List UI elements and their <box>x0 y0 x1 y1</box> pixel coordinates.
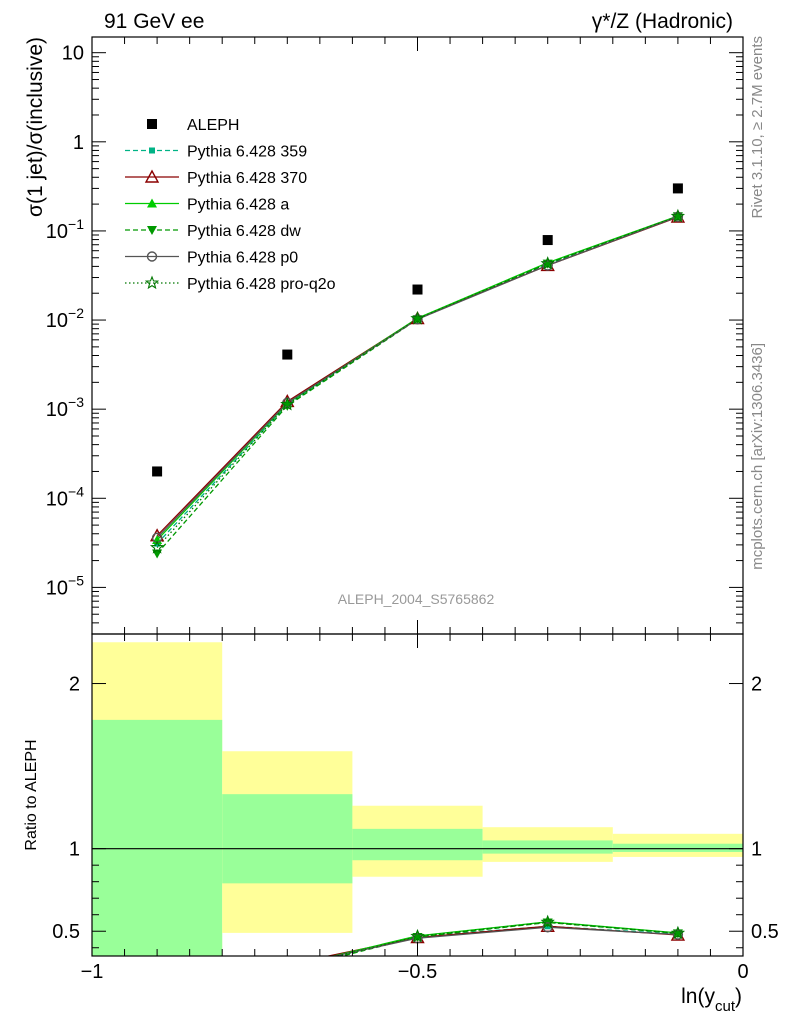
ratio-band-inner-3 <box>482 840 613 854</box>
ratio-y-axis-label: Ratio to ALEPH <box>23 739 40 850</box>
main-ytick-label: 1 <box>73 132 84 154</box>
mcplots-label: mcplots.cern.ch [arXiv:1306.3436] <box>749 343 766 570</box>
main-point-pythia-6-428-p0-4 <box>672 211 684 223</box>
ratio-point-pythia-6-428-pro-q2o-4 <box>670 925 686 940</box>
main-point-pythia-6-428-pro-q2o-3 <box>540 256 555 270</box>
ratio-point-pythia-6-428-359-1 <box>284 966 290 972</box>
legend: ALEPH Pythia 6.428 359 Pythia 6.428 370 Pyt… <box>125 117 336 293</box>
main-point-aleph-3 <box>542 235 553 246</box>
ratio-point-pythia-6-428-pro-q2o-3 <box>540 914 555 929</box>
x-axis-label: ln(ycut) <box>681 985 742 1015</box>
x-tick-label: 0 <box>737 961 748 983</box>
main-ytick-label: 10−3 <box>46 394 84 421</box>
main-point-pythia-6-428-p0-2 <box>412 314 423 325</box>
legend-label-pythia-6-428-a: Pythia 6.428 a <box>187 197 289 214</box>
legend-marker-pythia-6-428-p0 <box>146 251 158 262</box>
ratio-ytick-label-left: 0.5 <box>52 921 80 943</box>
legend-label-pythia-6-428-359: Pythia 6.428 359 <box>187 144 307 161</box>
main-point-pythia-6-428-pro-q2o-4 <box>670 208 686 223</box>
main-point-aleph-1 <box>282 349 293 360</box>
main-ytick-label: 10−2 <box>46 305 84 332</box>
header-left: 91 GeV ee <box>104 10 204 33</box>
main-point-pythia-6-428-p0-3 <box>542 260 553 271</box>
ratio-ytick-label-right: 1 <box>751 839 762 861</box>
ratio-panel: 0.5 0.5 1 1 2 2 −1 −0.5 0 Ratio to ALEPH ln(ycut… <box>23 633 779 1015</box>
ratio-ytick-label-right: 2 <box>751 674 762 696</box>
ratio-point-pythia-6-428-a-0 <box>152 981 162 990</box>
main-point-aleph-2 <box>412 284 423 295</box>
legend-marker-pythia-6-428-pro-q2o <box>144 275 160 290</box>
legend-label-aleph: ALEPH <box>187 117 239 134</box>
legend-marker-pythia-6-428-dw <box>147 226 157 235</box>
main-point-aleph-4 <box>672 183 683 194</box>
legend-label-pythia-6-428-370: Pythia 6.428 370 <box>187 170 307 187</box>
rivet-label: Rivet 3.1.10, ≥ 2.7M events <box>749 36 766 219</box>
main-ytick-label: 10−4 <box>46 483 84 510</box>
header-right: γ*/Z (Hadronic) <box>592 10 733 33</box>
legend-marker-pythia-6-428-a <box>147 198 157 208</box>
ratio-point-pythia-6-428-dw-2 <box>412 933 423 943</box>
ratio-band-inner-4 <box>612 843 743 852</box>
ratio-point-pythia-6-428-dw-0 <box>152 990 162 999</box>
x-axis-label-close: ) <box>735 985 742 1008</box>
ratio-point-pythia-6-428-p0-4 <box>672 929 684 940</box>
x-tick-label: −0.5 <box>398 961 437 983</box>
legend-label-pythia-6-428-dw: Pythia 6.428 dw <box>187 223 301 240</box>
main-point-pythia-6-428-dw-1 <box>282 401 293 411</box>
ratio-point-pythia-6-428-p0-1 <box>283 962 292 971</box>
ratio-point-pythia-6-428-p0-0 <box>153 980 162 989</box>
ratio-band-inner-0 <box>92 719 223 956</box>
legend-label-pythia-6-428-p0: Pythia 6.428 p0 <box>187 250 298 267</box>
ratio-band-inner-2 <box>352 828 483 861</box>
main-point-pythia-6-428-pro-q2o-2 <box>410 311 425 325</box>
x-axis-label-sub: cut <box>715 998 736 1015</box>
legend-marker-aleph <box>147 119 157 129</box>
ratio-point-pythia-6-428-dw-1 <box>282 966 292 975</box>
ratio-point-pythia-6-428-pro-q2o-0 <box>151 985 162 996</box>
x-tick-label: −1 <box>81 961 104 983</box>
main-plot-area <box>92 37 743 634</box>
ratio-point-pythia-6-428-p0-3 <box>542 922 553 933</box>
ratio-line-pythia-6-428-pro-q2o <box>334 921 678 956</box>
ratio-point-pythia-6-428-pro-q2o-1 <box>282 962 293 973</box>
ratio-point-pythia-6-428-370-0 <box>151 976 163 987</box>
ratio-point-pythia-6-428-359-0 <box>154 985 160 991</box>
ratio-point-pythia-6-428-370-1 <box>281 959 293 970</box>
ratio-ytick-label-right: 0.5 <box>751 921 779 943</box>
ratio-ytick-label-left: 2 <box>69 674 80 696</box>
ratio-point-pythia-6-428-a-1 <box>282 962 292 971</box>
main-point-pythia-6-428-pro-q2o-0 <box>149 540 165 554</box>
ratio-ytick-label-left: 1 <box>69 839 80 861</box>
ratio-band-inner-1 <box>222 794 353 884</box>
main-ytick-label: 10−5 <box>46 572 84 599</box>
legend-marker-pythia-6-428-370 <box>144 169 160 183</box>
ratio-point-pythia-6-428-pro-q2o-2 <box>410 928 425 943</box>
watermark: ALEPH_2004_S5765862 <box>338 591 495 607</box>
main-point-pythia-6-428-dw-2 <box>412 315 423 325</box>
x-axis-label-main: ln(y <box>681 985 715 1008</box>
main-y-axis-label: σ(1 jet)/σ(inclusive) <box>24 37 47 217</box>
main-panel: 10−5 10−4 10−3 10−2 10−1 1 10 ALEPH_2004_S5765… <box>24 36 744 635</box>
main-ytick-label: 10−1 <box>46 216 84 243</box>
legend-label-pythia-6-428-pro-q2o: Pythia 6.428 pro-q2o <box>187 276 336 293</box>
main-point-pythia-6-428-pro-q2o-1 <box>280 396 295 411</box>
main-point-aleph-0 <box>152 466 163 477</box>
main-ytick-label: 10 <box>62 43 84 65</box>
legend-marker-pythia-6-428-359 <box>149 147 155 154</box>
